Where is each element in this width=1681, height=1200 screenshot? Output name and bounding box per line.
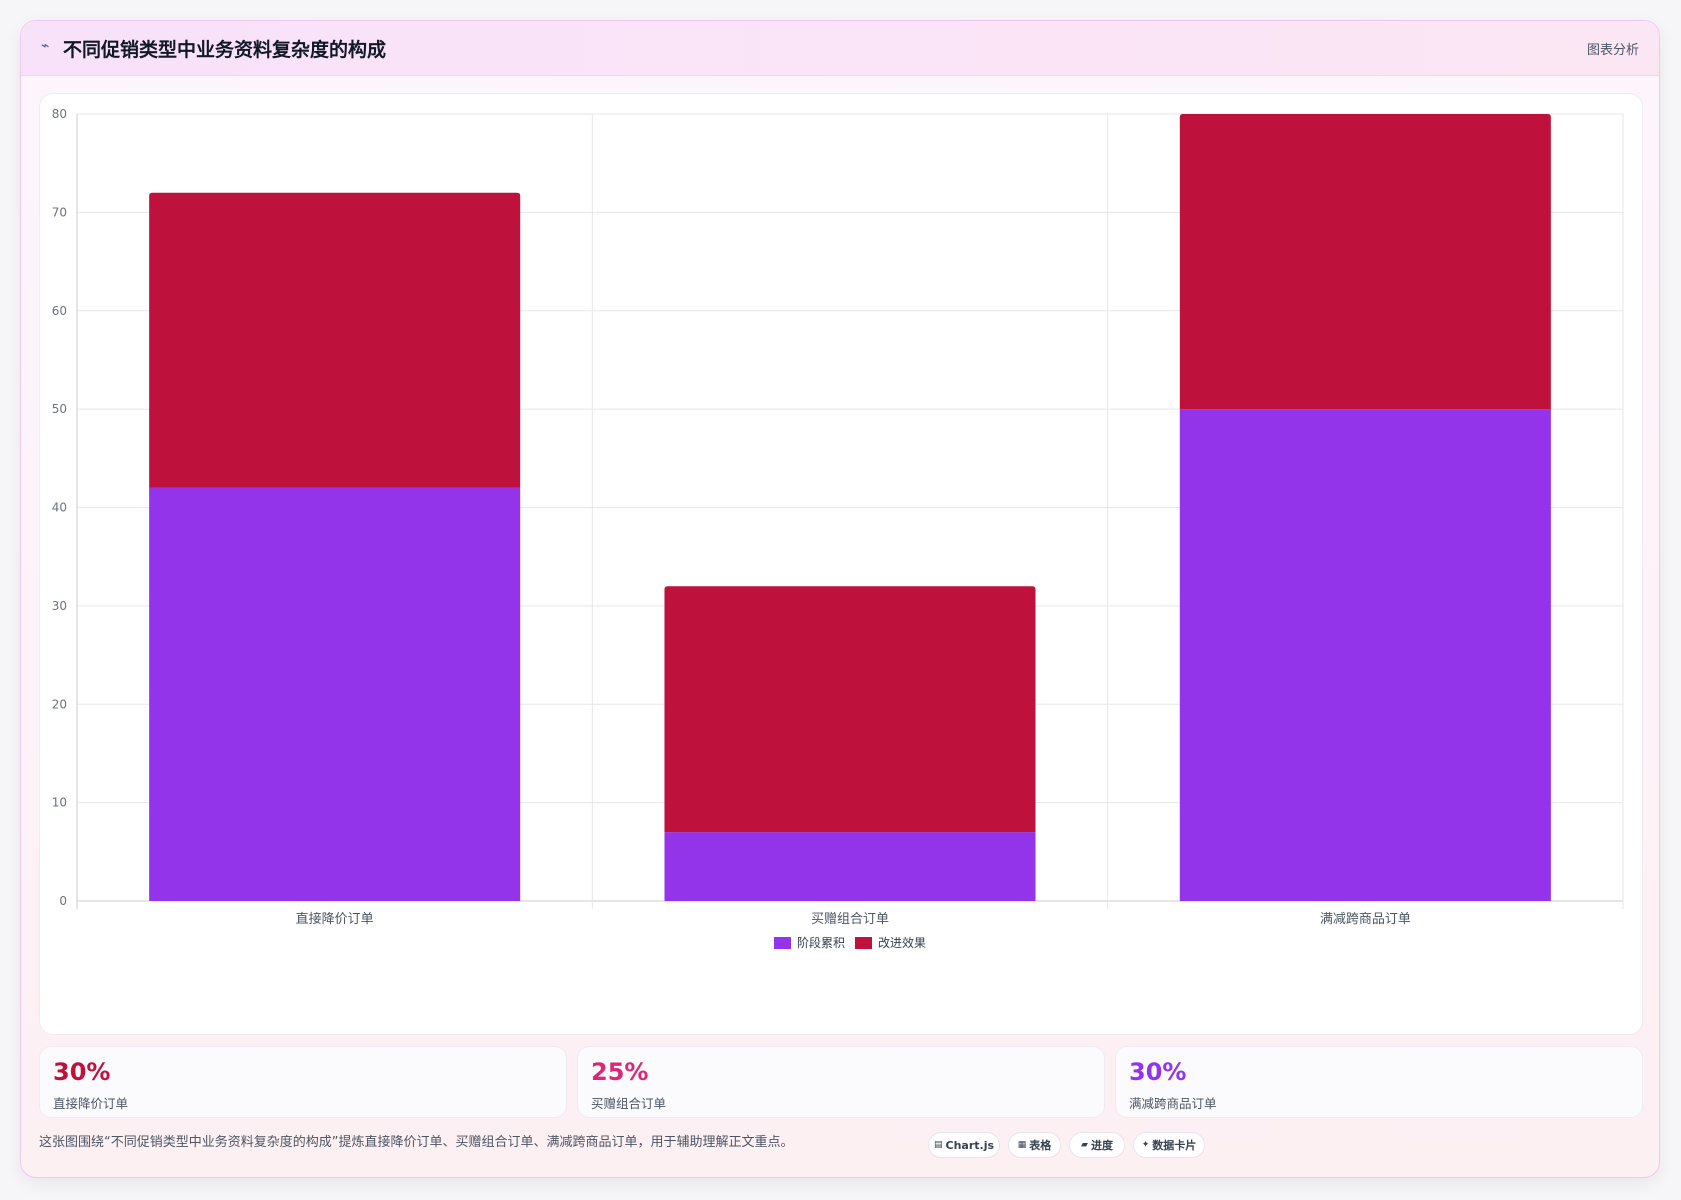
chart-card: ⌁ 不同促销类型中业务资料复杂度的构成 图表分析 0 10 20 30 40 50 60 70… — [20, 20, 1660, 1178]
y-tick-label: 20 — [52, 697, 67, 711]
bar-segment — [149, 487, 521, 901]
y-tick-label: 60 — [52, 304, 67, 318]
stat-label: 买赠组合订单 — [591, 1096, 667, 1111]
stat-label: 直接降价订单 — [53, 1096, 129, 1111]
bar-segment — [664, 832, 1036, 901]
x-tick-label: 买赠组合订单 — [811, 912, 889, 927]
bar-segment — [1179, 114, 1551, 410]
bar-segment — [664, 586, 1036, 833]
page-title: 不同促销类型中业务资料复杂度的构成 — [63, 39, 387, 61]
sparkle-icon: ✦ — [1141, 1140, 1150, 1150]
chip-table[interactable]: ▦ 表格 — [1008, 1132, 1061, 1158]
progress-icon: ▰ — [1081, 1140, 1088, 1150]
stacked-bar-chart: 0 10 20 30 40 50 60 70 80 直接降价订单 买赠组合订单 满减跨商品订单阶段累积… — [52, 107, 1624, 950]
y-tick-label: 0 — [59, 894, 67, 908]
stat-card-direct-discount: 30% 直接降价订单 — [39, 1046, 567, 1118]
chart-icon: ▤ — [933, 1140, 943, 1150]
stat-value: 25% — [591, 1058, 649, 1086]
chart-analysis-tag: 图表分析 — [1586, 43, 1639, 58]
card-header: ⌁ 不同促销类型中业务资料复杂度的构成 图表分析 — [21, 21, 1659, 76]
y-tick-label: 70 — [52, 205, 67, 219]
chip-label: 进度 — [1090, 1139, 1113, 1152]
x-tick-label: 直接降价订单 — [296, 911, 374, 927]
bar-segment — [149, 192, 521, 488]
stat-card-gift-bundle: 25% 买赠组合订单 — [577, 1046, 1105, 1118]
chip-data-card[interactable]: ✦ 数据卡片 — [1133, 1132, 1205, 1158]
stat-card-cross-item: 30% 满减跨商品订单 — [1115, 1046, 1643, 1118]
y-tick-label: 40 — [52, 501, 67, 515]
y-tick-label: 10 — [52, 796, 67, 810]
table-icon: ▦ — [1017, 1140, 1027, 1150]
stat-value: 30% — [1129, 1058, 1187, 1086]
legend-label: 改进效果 — [878, 935, 926, 950]
y-tick-label: 50 — [52, 402, 67, 416]
chip-chartjs[interactable]: ▤ Chart.js — [928, 1132, 1000, 1158]
y-tick-label: 30 — [52, 599, 67, 613]
legend-label: 阶段累积 — [797, 935, 845, 950]
chip-progress[interactable]: ▰ 进度 — [1069, 1132, 1125, 1158]
legend-swatch — [855, 937, 872, 949]
legend-swatch — [774, 937, 791, 949]
x-tick-label: 满减跨商品订单 — [1320, 912, 1411, 927]
chart-description: 这张图围绕“不同促销类型中业务资料复杂度的构成”提炼直接降价订单、买赠组合订单、… — [39, 1135, 794, 1150]
chip-label: 表格 — [1029, 1139, 1052, 1152]
chip-label: Chart.js — [945, 1138, 995, 1152]
chip-label: 数据卡片 — [1152, 1139, 1197, 1152]
stat-label: 满减跨商品订单 — [1129, 1096, 1217, 1111]
trend-line-icon: ⌁ — [41, 38, 50, 54]
y-tick-label: 80 — [52, 107, 67, 121]
stat-value: 30% — [53, 1058, 111, 1086]
bar-segment — [1179, 409, 1551, 901]
chart-panel: 0 10 20 30 40 50 60 70 80 直接降价订单 买赠组合订单 满减跨商品订单阶段累积… — [39, 93, 1643, 1035]
